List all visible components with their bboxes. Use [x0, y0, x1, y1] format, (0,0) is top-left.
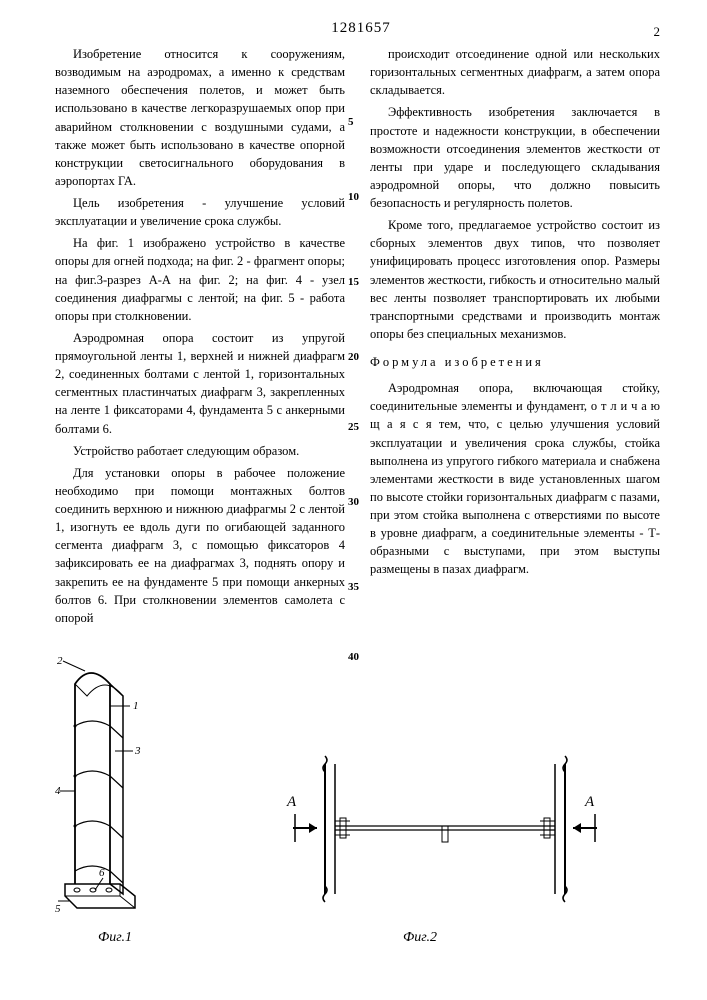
fig1-svg: 2 1 3 4 5 6 — [55, 651, 175, 921]
fig2-label: Фиг.2 — [225, 930, 615, 946]
page-number: 2 — [654, 23, 661, 42]
line-number: 30 — [348, 495, 359, 511]
para: Аэродромная опора состоит из упругой пря… — [55, 329, 345, 438]
left-column: Изобретение относится к сооружениям, воз… — [55, 45, 345, 631]
figures-block: 2 1 3 4 5 6 Фиг.1 — [55, 651, 667, 946]
para: Кроме того, предлагаемое устройство сост… — [370, 216, 660, 343]
line-number: 15 — [348, 275, 359, 291]
right-column: 2 5 10 15 20 25 30 35 40 происходит отсо… — [370, 45, 660, 631]
callout: 2 — [57, 655, 63, 667]
figure-2: А А Фиг.2 — [225, 741, 615, 946]
para: Аэродромная опора, включающая стойку, со… — [370, 379, 660, 578]
line-number: 5 — [348, 115, 354, 131]
fig2-svg: А А — [285, 741, 615, 921]
para: Эффективность изобретения заключается в … — [370, 103, 660, 212]
para: На фиг. 1 изображено устройство в качест… — [55, 234, 345, 325]
callout: 1 — [133, 700, 139, 712]
para: происходит отсоединение одной или нескол… — [370, 45, 660, 99]
line-number: 40 — [348, 650, 359, 666]
callout: 3 — [134, 745, 141, 757]
section-arrow-a: А — [584, 794, 595, 810]
line-number: 25 — [348, 420, 359, 436]
para: Цель изобретения - улучшение условий экс… — [55, 194, 345, 230]
patent-number: 1281657 — [55, 20, 667, 37]
callout: 6 — [99, 867, 105, 879]
formula-title: Формула изобретения — [370, 353, 660, 371]
para: Для установки опоры в рабочее положение … — [55, 464, 345, 627]
line-number: 20 — [348, 350, 359, 366]
line-number: 35 — [348, 580, 359, 596]
line-number: 10 — [348, 190, 359, 206]
section-arrow-a: А — [286, 794, 297, 810]
callout: 4 — [55, 785, 61, 797]
para: Изобретение относится к сооружениям, воз… — [55, 45, 345, 190]
para: Устройство работает следующим образом. — [55, 442, 345, 460]
callout: 5 — [55, 903, 61, 915]
figure-1: 2 1 3 4 5 6 Фиг.1 — [55, 651, 175, 946]
fig1-label: Фиг.1 — [55, 930, 175, 946]
